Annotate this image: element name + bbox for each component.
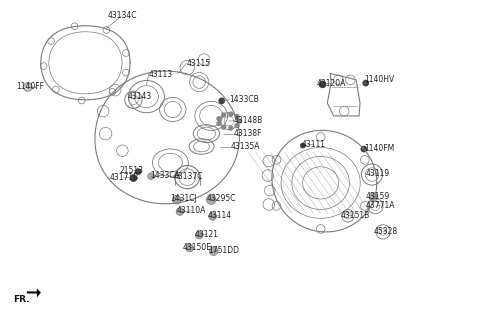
Text: FR.: FR. <box>13 295 30 304</box>
Text: 21513: 21513 <box>119 166 143 175</box>
Text: 43150E: 43150E <box>182 243 211 252</box>
Circle shape <box>209 213 216 220</box>
Text: 43137C: 43137C <box>174 172 203 181</box>
Text: 43138F: 43138F <box>234 129 262 138</box>
Circle shape <box>148 173 155 179</box>
Circle shape <box>209 247 218 255</box>
Text: 1431CJ: 1431CJ <box>170 194 197 204</box>
Circle shape <box>360 146 367 152</box>
Text: 1140FM: 1140FM <box>364 144 394 153</box>
Circle shape <box>206 195 216 204</box>
Text: 43143: 43143 <box>127 92 152 101</box>
Circle shape <box>195 231 203 239</box>
Circle shape <box>319 80 326 88</box>
Polygon shape <box>27 289 41 298</box>
Circle shape <box>221 125 226 130</box>
Circle shape <box>369 193 378 201</box>
Text: 43134C: 43134C <box>108 11 137 20</box>
Circle shape <box>218 98 225 104</box>
Text: 1140HV: 1140HV <box>364 75 394 84</box>
Circle shape <box>186 244 193 252</box>
Text: 1140FF: 1140FF <box>16 82 44 91</box>
Circle shape <box>237 119 242 123</box>
Text: 1433CB: 1433CB <box>229 95 259 104</box>
Circle shape <box>135 168 142 175</box>
Circle shape <box>172 195 181 204</box>
Text: 43135A: 43135A <box>230 142 260 151</box>
Text: 1433CA: 1433CA <box>150 171 180 180</box>
Text: 43111: 43111 <box>301 140 325 149</box>
Circle shape <box>235 123 240 128</box>
Circle shape <box>176 208 184 215</box>
Text: 1751DD: 1751DD <box>208 246 239 255</box>
Circle shape <box>228 126 233 130</box>
Circle shape <box>228 112 233 117</box>
Text: 43121: 43121 <box>194 230 218 239</box>
Text: 43159: 43159 <box>366 192 390 201</box>
Text: 43110A: 43110A <box>177 206 206 215</box>
Circle shape <box>362 80 369 86</box>
Circle shape <box>221 112 226 117</box>
Text: 43115: 43115 <box>186 59 210 68</box>
Text: 43113: 43113 <box>149 70 173 79</box>
Text: 43148B: 43148B <box>234 116 263 125</box>
Circle shape <box>300 143 306 148</box>
Text: 43171B: 43171B <box>109 173 139 182</box>
Circle shape <box>130 174 137 182</box>
Text: 43114: 43114 <box>207 211 231 220</box>
Text: 43151B: 43151B <box>341 211 370 220</box>
Circle shape <box>235 114 240 119</box>
Text: 45328: 45328 <box>373 227 397 236</box>
Text: 43771A: 43771A <box>366 201 395 210</box>
Circle shape <box>216 116 221 121</box>
Text: 43119: 43119 <box>366 169 390 178</box>
Circle shape <box>24 83 32 91</box>
Text: 43295C: 43295C <box>206 194 236 204</box>
Text: 43120A: 43120A <box>317 79 346 88</box>
Circle shape <box>216 121 221 126</box>
